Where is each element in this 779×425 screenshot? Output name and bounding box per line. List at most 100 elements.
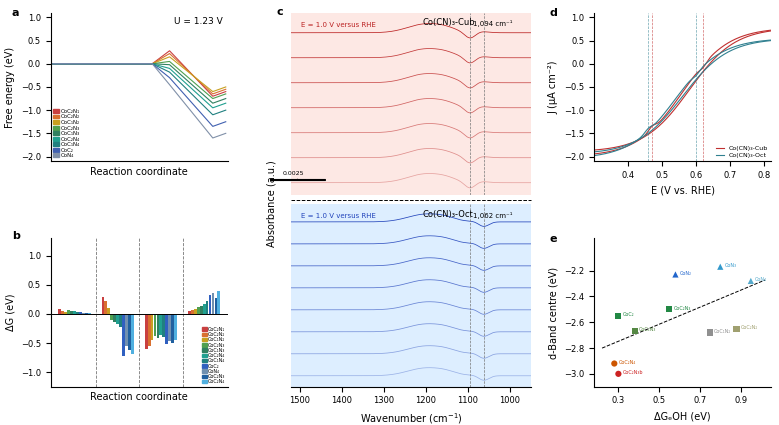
Text: e: e bbox=[550, 234, 557, 244]
Text: E = 1.0 V versus RHE: E = 1.0 V versus RHE bbox=[301, 213, 375, 219]
Bar bbox=[217, 291, 220, 314]
Legend: CoC₂N₁, CoC₂N₂, CoC₁N₂, CoC₂N₃, CoC₁N₃, CoC₂N₄, CoC₁N₄, CoC₂, CoN₄, CoC₂N₃, CoC₂: CoC₂N₁, CoC₂N₂, CoC₁N₂, CoC₂N₃, CoC₁N₃, … bbox=[203, 327, 225, 384]
Text: 0.0025: 0.0025 bbox=[282, 171, 304, 176]
Co(CN)₃-Cub bbox=[674, 96, 683, 101]
Co(CN)₃-Oct bbox=[763, 38, 772, 43]
X-axis label: ΔGₑOH (eV): ΔGₑOH (eV) bbox=[654, 411, 711, 421]
Point bbox=[612, 371, 625, 377]
Y-axis label: ΔG (eV): ΔG (eV) bbox=[5, 294, 16, 332]
Bar bbox=[116, 314, 119, 324]
Bar bbox=[119, 314, 122, 327]
Text: b: b bbox=[12, 231, 19, 241]
Legend: Co(CN)₃-Cub, Co(CN)₃-Oct: Co(CN)₃-Cub, Co(CN)₃-Oct bbox=[717, 146, 768, 158]
Bar bbox=[157, 314, 160, 338]
Bar bbox=[122, 314, 125, 356]
Bar bbox=[88, 313, 90, 314]
Bar bbox=[188, 311, 191, 314]
Bar bbox=[150, 314, 153, 340]
Text: CoN₄: CoN₄ bbox=[755, 277, 767, 282]
Bar bbox=[153, 314, 157, 336]
Text: CoN₃: CoN₃ bbox=[724, 263, 736, 268]
X-axis label: Reaction coordinate: Reaction coordinate bbox=[90, 167, 189, 177]
Point bbox=[731, 325, 743, 332]
Bar bbox=[168, 314, 171, 341]
Co(CN)₃-Oct bbox=[735, 42, 744, 48]
Bar bbox=[128, 314, 131, 350]
Bar bbox=[64, 312, 67, 314]
Text: a: a bbox=[12, 8, 19, 18]
Bar bbox=[70, 311, 73, 314]
Bar bbox=[214, 298, 217, 314]
Text: U = 1.23 V: U = 1.23 V bbox=[174, 17, 223, 26]
Bar bbox=[85, 313, 87, 314]
Co(CN)₃-Cub bbox=[675, 94, 684, 99]
Co(CN)₃-Cub bbox=[589, 151, 598, 156]
Bar bbox=[163, 314, 165, 337]
Bar bbox=[58, 309, 61, 314]
Co(CN)₃-Oct bbox=[695, 69, 704, 74]
Co(CN)₃-Oct bbox=[767, 37, 776, 42]
Bar bbox=[82, 313, 85, 314]
Text: Co(CN)₃-Cub: Co(CN)₃-Cub bbox=[423, 18, 475, 27]
Co(CN)₃-Oct bbox=[589, 153, 598, 158]
Bar bbox=[194, 309, 196, 314]
Text: d: d bbox=[550, 8, 558, 18]
Point bbox=[669, 271, 682, 278]
Bar bbox=[113, 314, 116, 322]
Co(CN)₃-Cub bbox=[695, 68, 704, 74]
Text: CoC₂N₃: CoC₂N₃ bbox=[673, 306, 691, 311]
Bar bbox=[199, 306, 203, 314]
Text: c: c bbox=[277, 7, 284, 17]
Text: E = 1.0 V versus RHE: E = 1.0 V versus RHE bbox=[301, 22, 375, 28]
Bar bbox=[62, 311, 64, 314]
Text: CoC₂N₄: CoC₂N₄ bbox=[619, 360, 636, 365]
Co(CN)₃-Cub bbox=[686, 79, 695, 85]
Bar bbox=[165, 314, 168, 344]
Point bbox=[629, 328, 641, 334]
Bar bbox=[191, 310, 194, 314]
Co(CN)₃-Oct bbox=[686, 78, 695, 83]
Text: CoC₁N₂: CoC₁N₂ bbox=[714, 329, 731, 334]
Bar bbox=[79, 312, 82, 314]
Text: CoC₂N₂: CoC₂N₂ bbox=[741, 325, 758, 330]
Text: 1,094 cm⁻¹: 1,094 cm⁻¹ bbox=[473, 20, 513, 27]
Text: CoC₂: CoC₂ bbox=[622, 312, 634, 317]
Bar bbox=[131, 314, 134, 354]
Text: Absorbance (a.u.): Absorbance (a.u.) bbox=[266, 161, 277, 247]
Text: Co(CN)₃-Oct: Co(CN)₃-Oct bbox=[423, 210, 474, 219]
Co(CN)₃-Cub bbox=[767, 28, 776, 33]
Text: CoN₂: CoN₂ bbox=[679, 271, 692, 276]
Line: Co(CN)₃-Oct: Co(CN)₃-Oct bbox=[594, 40, 771, 156]
Bar bbox=[160, 314, 162, 335]
Y-axis label: Free energy (eV): Free energy (eV) bbox=[5, 46, 16, 128]
Point bbox=[745, 278, 757, 284]
Point bbox=[704, 329, 717, 336]
X-axis label: E (V vs. RHE): E (V vs. RHE) bbox=[650, 185, 714, 196]
Bar bbox=[145, 314, 147, 349]
Point bbox=[612, 312, 625, 319]
Line: Co(CN)₃-Cub: Co(CN)₃-Cub bbox=[594, 30, 771, 154]
Bar bbox=[73, 311, 76, 314]
Text: CoC₂N₃b: CoC₂N₃b bbox=[622, 370, 643, 375]
Bar bbox=[148, 314, 150, 346]
Bar bbox=[203, 303, 206, 314]
Bar bbox=[76, 312, 79, 314]
Bar bbox=[104, 301, 108, 314]
Point bbox=[608, 360, 621, 367]
Bar bbox=[209, 295, 211, 314]
X-axis label: Wavenumber (cm$^{-1}$): Wavenumber (cm$^{-1}$) bbox=[360, 411, 462, 425]
Point bbox=[714, 264, 727, 270]
Point bbox=[663, 306, 675, 313]
Legend: CoC₂N₁, CoC₂N₂, CoC₁N₂, CoC₂N₃, CoC₁N₃, CoC₂N₄, CoC₁N₄, CoC₂, CoN₄: CoC₂N₁, CoC₂N₂, CoC₁N₂, CoC₂N₃, CoC₁N₃, … bbox=[54, 109, 80, 159]
Bar bbox=[111, 314, 113, 320]
Bar bbox=[197, 307, 199, 314]
Y-axis label: J (μA cm⁻²): J (μA cm⁻²) bbox=[548, 60, 559, 114]
Co(CN)₃-Oct bbox=[674, 93, 683, 98]
Bar bbox=[174, 314, 177, 340]
Bar bbox=[125, 314, 128, 346]
Bar bbox=[101, 297, 104, 314]
Bar bbox=[108, 308, 110, 314]
Text: 1,062 cm⁻¹: 1,062 cm⁻¹ bbox=[473, 212, 513, 218]
Text: CoC₁N₃: CoC₁N₃ bbox=[639, 328, 656, 332]
Y-axis label: d-Band centre (eV): d-Band centre (eV) bbox=[548, 266, 559, 359]
